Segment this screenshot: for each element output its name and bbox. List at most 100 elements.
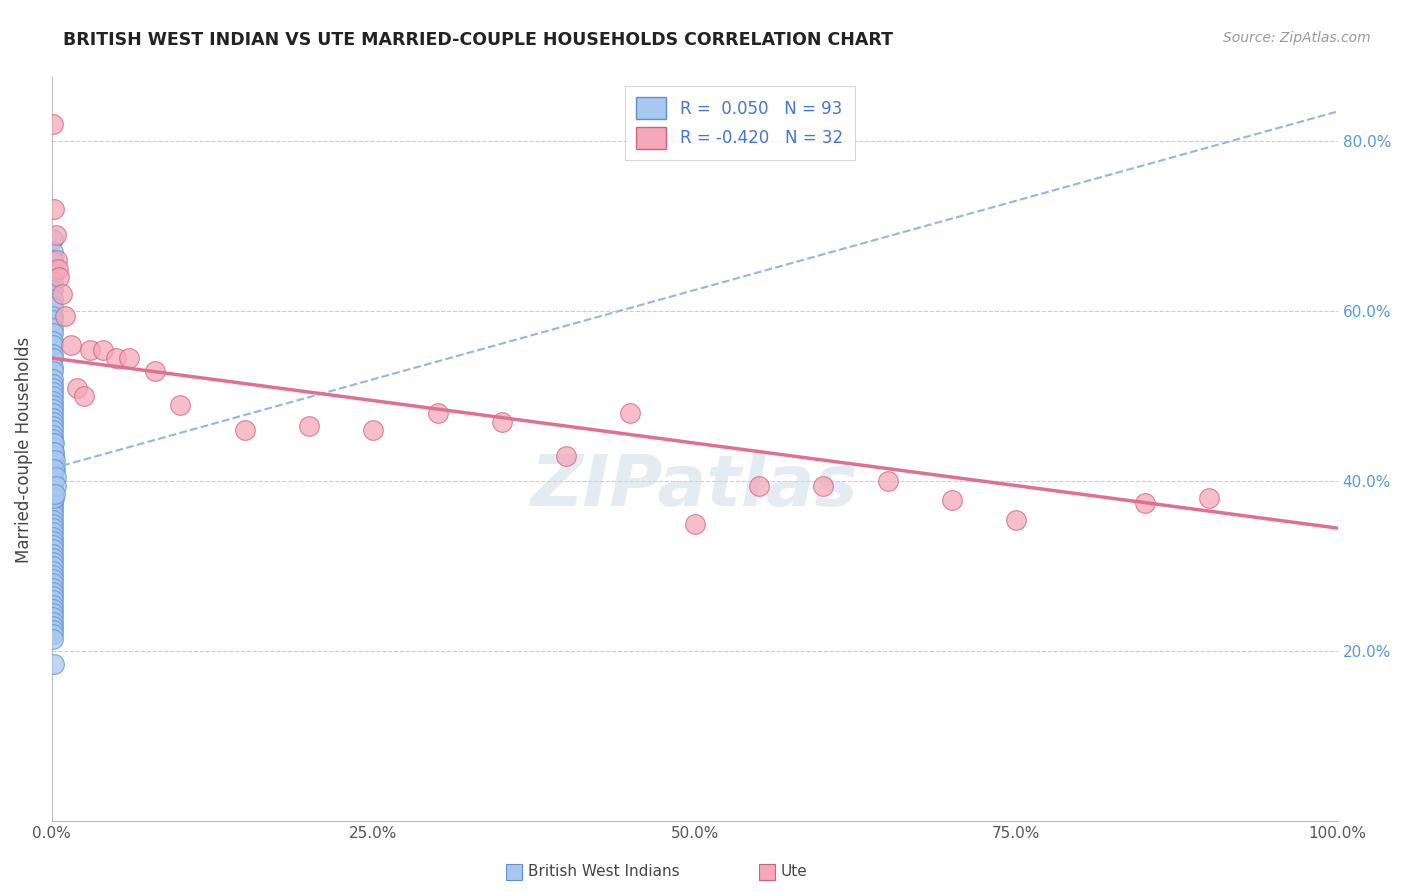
Point	[42, 525, 65, 540]
Point	[42, 461, 65, 475]
Point	[555, 449, 578, 463]
Point	[42, 567, 65, 582]
Point	[42, 334, 65, 348]
Point	[45, 478, 67, 492]
Point	[45, 470, 67, 484]
Point	[42, 466, 65, 480]
Point	[42, 581, 65, 595]
Point	[42, 393, 65, 408]
Point	[42, 538, 65, 552]
Text: Ute: Ute	[780, 864, 807, 880]
Point	[44, 487, 66, 501]
Point	[42, 550, 65, 565]
Point	[42, 500, 65, 514]
Point	[42, 475, 65, 489]
Point	[1133, 495, 1156, 509]
Point	[42, 117, 65, 131]
Point	[813, 478, 835, 492]
Point	[42, 372, 65, 386]
Point	[42, 593, 65, 607]
Point	[42, 504, 65, 518]
Point	[42, 585, 65, 599]
Point	[42, 381, 65, 395]
Point	[42, 589, 65, 603]
Point	[42, 458, 65, 472]
Point	[876, 475, 898, 489]
Point	[79, 343, 101, 357]
Point	[44, 491, 66, 506]
Point	[42, 423, 65, 437]
Point	[42, 440, 65, 454]
Point	[42, 312, 65, 326]
Point	[619, 406, 641, 420]
Point	[42, 521, 65, 535]
Y-axis label: Married-couple Households: Married-couple Households	[15, 336, 32, 563]
Point	[44, 453, 66, 467]
Legend: R =  0.050   N = 93, R = -0.420   N = 32: R = 0.050 N = 93, R = -0.420 N = 32	[624, 86, 855, 161]
Point	[361, 423, 384, 437]
Point	[42, 461, 65, 475]
Point	[1005, 513, 1028, 527]
Point	[42, 300, 65, 314]
Point	[42, 309, 65, 323]
Point	[42, 351, 65, 365]
Point	[42, 232, 65, 246]
Point	[42, 402, 65, 417]
Point	[42, 253, 65, 268]
Point	[42, 449, 65, 463]
Point	[42, 292, 65, 306]
Bar	[506, 864, 522, 880]
Point	[426, 406, 449, 420]
Point	[42, 347, 65, 361]
Point	[51, 287, 73, 301]
Point	[44, 461, 66, 475]
Point	[44, 202, 66, 217]
Point	[42, 376, 65, 391]
Point	[42, 513, 65, 527]
Point	[60, 338, 83, 352]
Point	[44, 657, 66, 672]
Point	[42, 623, 65, 637]
Point	[42, 559, 65, 574]
Point	[298, 419, 321, 434]
Point	[42, 491, 65, 506]
Point	[42, 470, 65, 484]
Point	[42, 326, 65, 340]
Point	[42, 495, 65, 509]
Point	[42, 321, 65, 335]
Point	[42, 516, 65, 531]
Point	[42, 338, 65, 352]
Point	[42, 364, 65, 378]
Point	[42, 619, 65, 633]
Point	[53, 309, 76, 323]
Point	[941, 493, 963, 508]
Point	[48, 270, 70, 285]
Point	[42, 385, 65, 400]
Text: ZIPatlas: ZIPatlas	[531, 452, 859, 521]
Point	[42, 359, 65, 374]
Point	[42, 602, 65, 616]
Point	[44, 444, 66, 458]
Point	[169, 398, 191, 412]
Point	[42, 576, 65, 591]
Point	[42, 564, 65, 578]
Point	[233, 423, 256, 437]
Point	[748, 478, 770, 492]
Point	[42, 487, 65, 501]
Point	[42, 542, 65, 557]
Point	[42, 449, 65, 463]
Text: Source: ZipAtlas.com: Source: ZipAtlas.com	[1223, 31, 1371, 45]
Point	[42, 436, 65, 450]
Text: British West Indians: British West Indians	[527, 864, 679, 880]
Point	[42, 427, 65, 442]
Point	[1198, 491, 1220, 506]
Point	[491, 415, 513, 429]
Point	[42, 610, 65, 624]
Point	[42, 244, 65, 259]
Point	[143, 364, 166, 378]
Point	[45, 253, 67, 268]
Point	[42, 615, 65, 629]
Point	[105, 351, 128, 365]
Point	[42, 632, 65, 646]
Point	[42, 406, 65, 420]
